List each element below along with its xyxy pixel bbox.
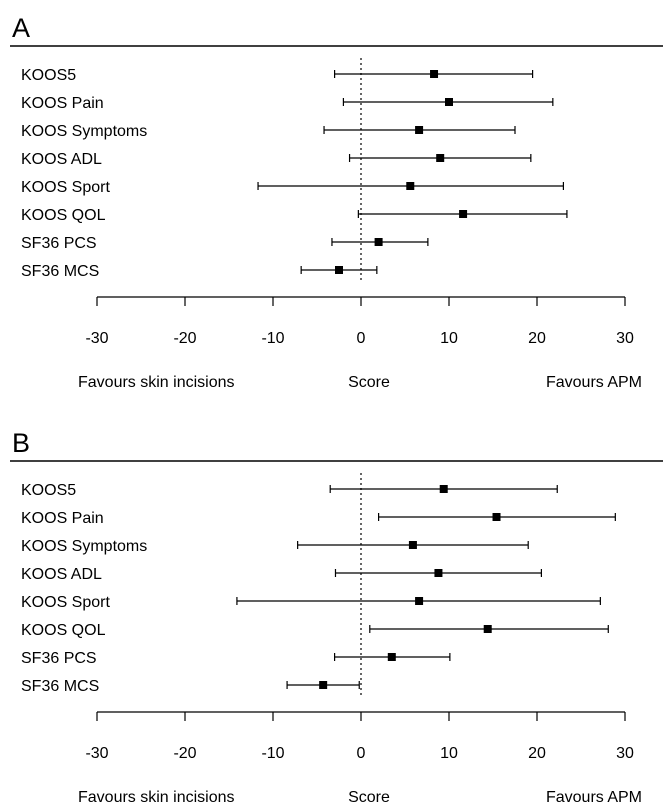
row-label: KOOS Symptoms [21, 538, 147, 555]
panel-a: A KOOS5 KOOS Pain KOOS Symptoms KOOS ADL KOOS… [10, 13, 663, 391]
x-tick-label: -30 [85, 745, 108, 762]
row-label: KOOS QOL [21, 622, 106, 639]
x-tick-label: 20 [528, 330, 546, 347]
estimate-marker [415, 126, 424, 134]
estimate-marker [445, 98, 453, 106]
x-tick-label: 30 [616, 330, 634, 347]
row-label: KOOS ADL [21, 566, 102, 583]
x-tick-label: -10 [261, 330, 284, 347]
x-tick-label: -10 [261, 745, 284, 762]
x-tick-label: -20 [173, 330, 196, 347]
estimate-marker [406, 182, 415, 190]
x-label-center: Score [348, 374, 390, 391]
panel-label: A [12, 13, 30, 43]
x-label-left: Favours skin incisions [78, 374, 235, 391]
row-label: KOOS Sport [21, 179, 110, 196]
estimate-marker [439, 485, 448, 493]
row-label: KOOS Sport [21, 594, 110, 611]
estimate-marker [387, 653, 396, 661]
row-label: KOOS QOL [21, 207, 106, 224]
row-label: SF36 MCS [21, 263, 99, 280]
row-label: KOOS Symptoms [21, 123, 147, 140]
row-label: SF36 MCS [21, 678, 99, 695]
x-tick-label: 30 [616, 745, 634, 762]
x-tick-label: 10 [440, 745, 458, 762]
x-label-right: Favours APM [546, 789, 642, 802]
row-label: KOOS ADL [21, 151, 102, 168]
x-tick-label: -20 [173, 745, 196, 762]
estimate-marker [492, 513, 501, 521]
estimate-marker [430, 70, 439, 78]
estimate-marker [459, 210, 468, 218]
x-tick-label: 0 [357, 745, 366, 762]
x-tick-label: 0 [357, 330, 366, 347]
estimate-marker [483, 625, 492, 633]
x-label-center: Score [348, 789, 390, 802]
row-label: KOOS5 [21, 482, 76, 499]
row-label: KOOS5 [21, 67, 76, 84]
estimate-marker [415, 597, 424, 605]
estimate-marker [434, 569, 443, 577]
x-label-left: Favours skin incisions [78, 789, 235, 802]
estimate-marker [319, 681, 328, 689]
row-label: KOOS Pain [21, 95, 104, 112]
estimate-marker [436, 154, 445, 162]
estimate-marker [374, 238, 383, 246]
estimate-marker [408, 541, 417, 549]
x-tick-label: 20 [528, 745, 546, 762]
row-label: KOOS Pain [21, 510, 104, 527]
panel-label: B [12, 428, 30, 458]
row-label: SF36 PCS [21, 235, 97, 252]
x-tick-label: -30 [85, 330, 108, 347]
x-tick-label: 10 [440, 330, 458, 347]
row-label: SF36 PCS [21, 650, 97, 667]
panel-b: B KOOS5 KOOS Pain KOOS Symptoms KOOS ADL KOOS… [10, 428, 663, 806]
estimate-marker [335, 266, 343, 274]
x-label-right: Favours APM [546, 374, 642, 391]
